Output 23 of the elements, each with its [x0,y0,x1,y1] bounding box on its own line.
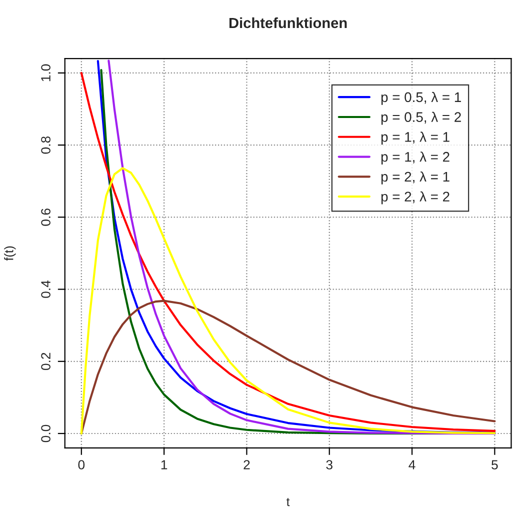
line-series [80,167,496,435]
legend-label: p = 1, λ = 1 [381,132,450,145]
chart-title: Dichtefunktionen [229,17,347,28]
y-tick-label: 0.0 [41,424,50,442]
legend-label: p = 2, λ = 2 [381,191,450,204]
x-tick-label: 3 [326,460,332,470]
y-tick-label: 1.0 [41,64,50,82]
line-series [80,300,496,435]
y-tick-label: 0.6 [41,208,50,226]
x-axis-title: t [286,498,290,506]
y-tick-label: 0.4 [41,280,50,298]
x-tick-label: 1 [161,460,168,470]
x-tick-label: 0 [78,460,85,470]
x-tick-label: 2 [244,460,250,470]
y-tick-label: 0.2 [41,352,50,370]
x-tick-label: 5 [492,460,498,470]
legend-label: p = 0.5, λ = 1 [381,92,461,105]
y-axis-title: f(t) [4,246,16,261]
legend-label: p = 0.5, λ = 2 [381,112,461,125]
legend-label: p = 1, λ = 2 [381,152,450,165]
legend-label: p = 2, λ = 1 [381,171,450,184]
x-tick-label: 4 [408,460,416,470]
y-tick-label: 0.8 [41,136,50,154]
